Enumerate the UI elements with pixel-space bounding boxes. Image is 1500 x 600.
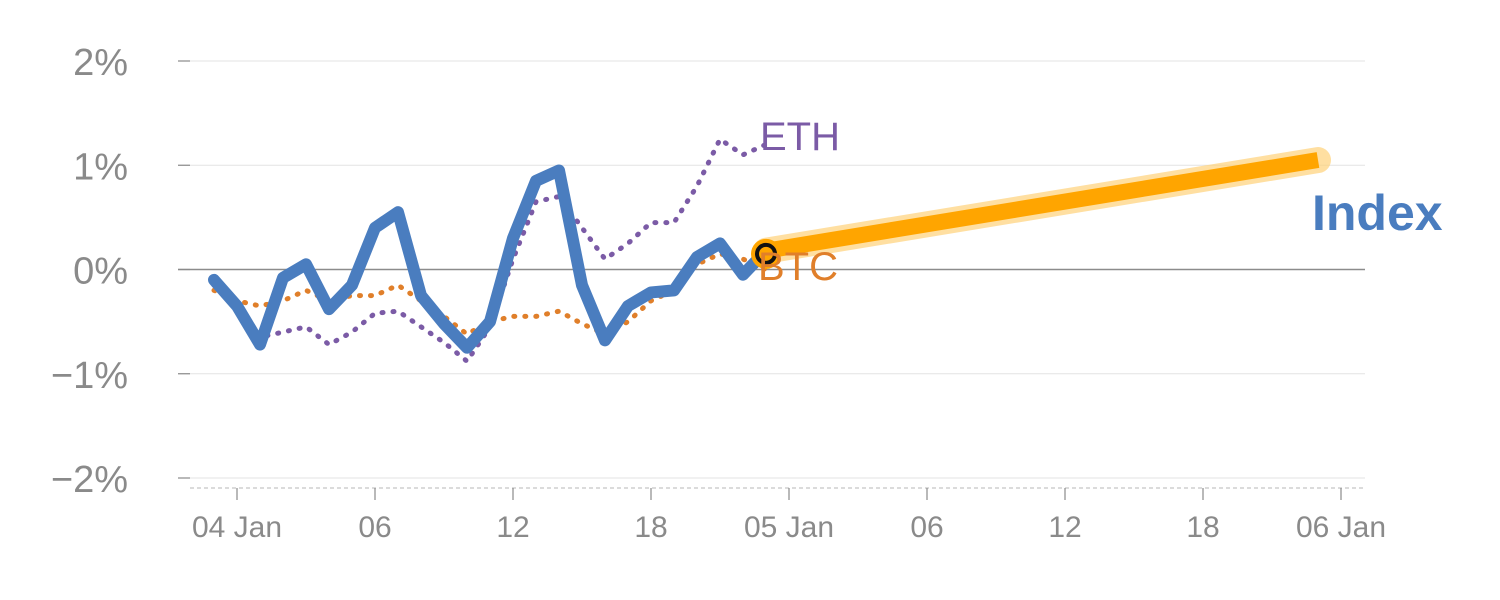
x-tick-label: 04 Jan [192, 511, 282, 544]
x-tick-label: 12 [1048, 511, 1081, 544]
y-tick-label: −1% [51, 355, 128, 397]
marker-ring [755, 242, 777, 265]
y-tick-label: 1% [73, 146, 128, 188]
x-tick-label: 05 Jan [744, 511, 834, 544]
projection-line [753, 147, 1331, 264]
x-tick-label: 18 [1186, 511, 1219, 544]
x-tick-label: 18 [634, 511, 667, 544]
series-label-index: Index [1312, 185, 1443, 241]
series-line-index [208, 164, 772, 354]
x-tick-label: 12 [496, 511, 529, 544]
grid-lines [178, 60, 1365, 479]
y-tick-label: 0% [73, 251, 128, 293]
x-axis-ticks: 04 Jan 06 12 18 05 Jan 06 12 18 06 Jan [190, 487, 1386, 544]
current-point-marker [751, 238, 781, 269]
x-tick-label: 06 Jan [1296, 511, 1386, 544]
projection-line-index [764, 152, 1320, 259]
y-tick-label: 2% [73, 42, 128, 84]
y-tick-label: −2% [51, 459, 128, 501]
series-label-btc: BTC [758, 245, 838, 289]
series-label-eth: ETH [760, 115, 840, 159]
x-tick-label: 06 [910, 511, 943, 544]
y-axis-ticks: 2% 1% 0% −1% −2% [51, 42, 190, 501]
x-tick-label: 06 [358, 511, 391, 544]
series-lines [208, 136, 772, 364]
